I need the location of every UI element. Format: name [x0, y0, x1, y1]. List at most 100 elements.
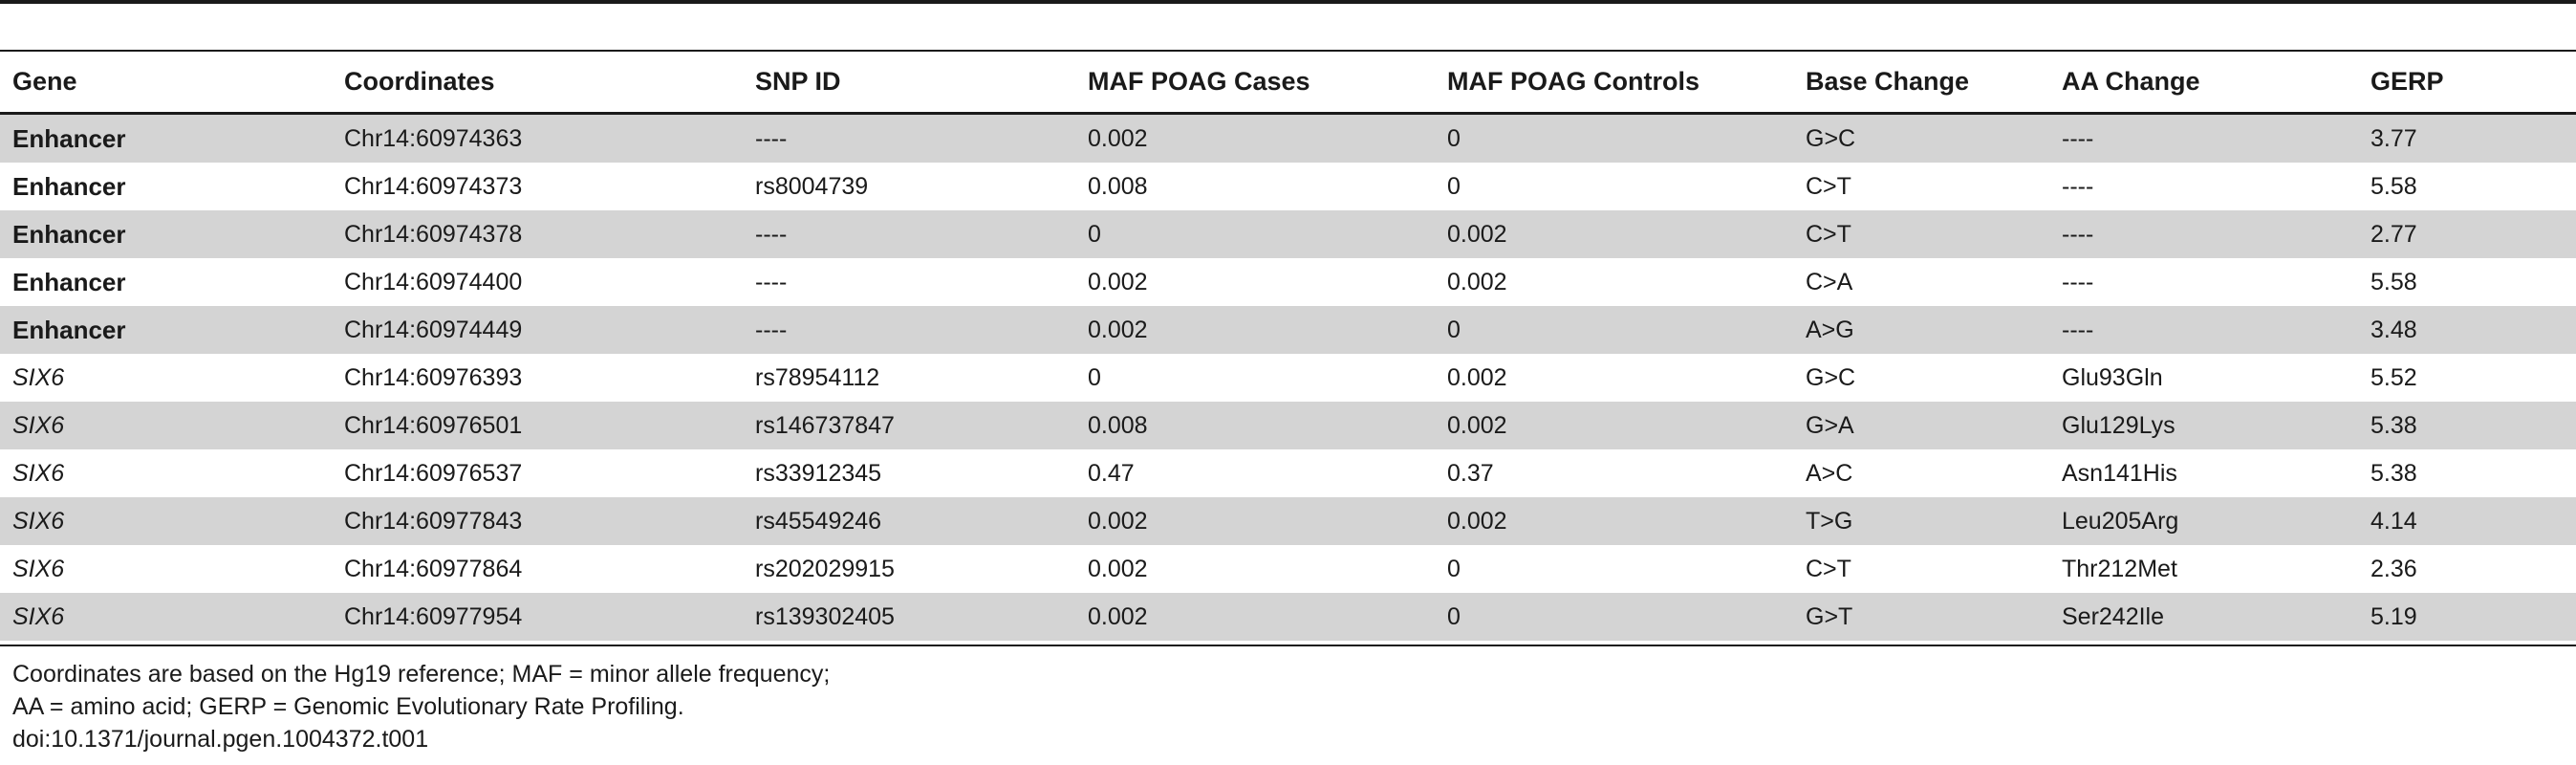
- cell-coordinates: Chr14:60976537: [344, 459, 523, 487]
- cell-gene: SIX6: [0, 402, 344, 449]
- cell-coordinates: Chr14:60977843: [344, 497, 755, 545]
- cell-maf-controls: 0.002: [1447, 402, 1806, 449]
- cell-snp-id: rs78954112: [755, 363, 880, 391]
- cell-gerp: 5.58: [2370, 172, 2417, 200]
- cell-coordinates: Chr14:60974449: [344, 306, 755, 354]
- cell-base-change: G>C: [1806, 115, 2062, 163]
- cell-coordinates: Chr14:60976393: [344, 363, 523, 391]
- cell-maf-controls: 0: [1447, 555, 1461, 582]
- cell-maf-cases: 0: [1088, 363, 1101, 391]
- cell-maf-controls: 0: [1447, 115, 1806, 163]
- cell-snp-id: rs45549246: [755, 497, 1088, 545]
- cell-aa-change: Thr212Met: [2062, 555, 2177, 582]
- cell-gene: SIX6: [12, 363, 65, 391]
- header-maf-controls: MAF POAG Controls: [1447, 67, 1699, 96]
- cell-snp-id: rs33912345: [755, 459, 882, 487]
- table-row: SIX6 Chr14:60976501 rs146737847 0.008 0.002 G…: [0, 402, 2576, 449]
- table-footnotes: Coordinates are based on the Hg19 refere…: [12, 658, 830, 755]
- cell-gerp: 3.77: [2370, 115, 2576, 163]
- table-row: SIX6 Chr14:60977843 rs45549246 0.002 0.002 T>…: [0, 497, 2576, 545]
- cell-gene: SIX6: [0, 593, 344, 641]
- cell-gene: SIX6: [12, 555, 65, 582]
- cell-maf-controls: 0.002: [1447, 497, 1806, 545]
- cell-aa-change: Glu129Lys: [2062, 402, 2370, 449]
- cell-coordinates: Chr14:60977954: [344, 593, 755, 641]
- cell-snp-id: ----: [755, 210, 1088, 258]
- cell-snp-id: rs146737847: [755, 402, 1088, 449]
- cell-gerp: 5.38: [2370, 459, 2417, 487]
- cell-coordinates: Chr14:60974400: [344, 268, 523, 295]
- footnote-line-2: AA = amino acid; GERP = Genomic Evolutio…: [12, 693, 684, 720]
- table-row: SIX6 Chr14:60977954 rs139302405 0.002 0 G>T Se…: [0, 593, 2576, 641]
- cell-coordinates: Chr14:60976501: [344, 402, 755, 449]
- cell-coordinates: Chr14:60974378: [344, 210, 755, 258]
- cell-snp-id: ----: [755, 306, 1088, 354]
- header-coordinates: Coordinates: [344, 67, 495, 96]
- cell-gerp: 3.48: [2370, 306, 2576, 354]
- cell-maf-cases: 0.008: [1088, 172, 1148, 200]
- table-row: Enhancer Chr14:60974400 ---- 0.002 0.002 C>A -…: [0, 258, 2576, 306]
- cell-gerp: 5.19: [2370, 593, 2576, 641]
- header-maf-cases: MAF POAG Cases: [1088, 67, 1310, 96]
- cell-aa-change: ----: [2062, 210, 2370, 258]
- cell-maf-cases: 0.002: [1088, 268, 1148, 295]
- cell-maf-controls: 0.002: [1447, 363, 1507, 391]
- cell-gene: Enhancer: [12, 171, 126, 201]
- cell-coordinates: Chr14:60977864: [344, 555, 523, 582]
- cell-gerp: 5.58: [2370, 268, 2417, 295]
- table-row: Enhancer Chr14:60974378 ---- 0 0.002 C>T ---- 2…: [0, 210, 2576, 258]
- cell-base-change: C>T: [1806, 172, 1851, 200]
- variant-table: Enhancer Chr14:60974363 ---- 0.002 0 G>C ---- 3…: [0, 115, 2576, 641]
- cell-aa-change: Ser242Ile: [2062, 593, 2370, 641]
- cell-maf-controls: 0.002: [1447, 210, 1806, 258]
- cell-gerp: 5.52: [2370, 363, 2417, 391]
- cell-gerp: 2.77: [2370, 210, 2576, 258]
- cell-aa-change: Leu205Arg: [2062, 497, 2370, 545]
- cell-aa-change: ----: [2062, 306, 2370, 354]
- cell-base-change: C>A: [1806, 268, 1853, 295]
- cell-gene: Enhancer: [0, 115, 344, 163]
- cell-base-change: C>T: [1806, 555, 1851, 582]
- table-row: Enhancer Chr14:60974449 ---- 0.002 0 A>G ---- 3…: [0, 306, 2576, 354]
- table-row: Enhancer Chr14:60974373 rs8004739 0.008 0 C>T…: [0, 163, 2576, 210]
- cell-maf-cases: 0.002: [1088, 555, 1148, 582]
- cell-maf-controls: 0: [1447, 306, 1806, 354]
- cell-coordinates: Chr14:60974363: [344, 115, 755, 163]
- cell-snp-id: rs8004739: [755, 172, 869, 200]
- cell-coordinates: Chr14:60974373: [344, 172, 523, 200]
- cell-maf-cases: 0.002: [1088, 497, 1447, 545]
- cell-maf-cases: 0: [1088, 210, 1447, 258]
- cell-maf-cases: 0.002: [1088, 115, 1447, 163]
- cell-gerp: 2.36: [2370, 555, 2417, 582]
- table-bottom-rule: [0, 645, 2576, 646]
- cell-snp-id: rs139302405: [755, 593, 1088, 641]
- cell-base-change: G>T: [1806, 593, 2062, 641]
- cell-gene: SIX6: [0, 497, 344, 545]
- header-gerp: GERP: [2370, 67, 2444, 96]
- cell-maf-controls: 0: [1447, 172, 1461, 200]
- cell-snp-id: rs202029915: [755, 555, 895, 582]
- table-top-rule: [0, 0, 2576, 4]
- table-row: SIX6 Chr14:60976393 rs78954112 0 0.002 G>C Glu…: [0, 354, 2576, 402]
- cell-aa-change: ----: [2062, 115, 2370, 163]
- cell-aa-change: ----: [2062, 172, 2094, 200]
- cell-aa-change: ----: [2062, 268, 2094, 295]
- cell-aa-change: Asn141His: [2062, 459, 2177, 487]
- cell-base-change: T>G: [1806, 497, 2062, 545]
- cell-snp-id: ----: [755, 115, 1088, 163]
- table-row: SIX6 Chr14:60977864 rs202029915 0.002 0 C>T Th…: [0, 545, 2576, 593]
- table-header-row: Gene Coordinates SNP ID MAF POAG Cases M…: [0, 52, 2576, 112]
- cell-gene: Enhancer: [0, 306, 344, 354]
- cell-base-change: C>T: [1806, 210, 2062, 258]
- cell-gerp: 4.14: [2370, 497, 2576, 545]
- cell-base-change: G>C: [1806, 363, 1856, 391]
- cell-maf-controls: 0.002: [1447, 268, 1507, 295]
- cell-maf-cases: 0.008: [1088, 402, 1447, 449]
- cell-maf-controls: 0.37: [1447, 459, 1494, 487]
- header-aa-change: AA Change: [2062, 67, 2200, 96]
- cell-snp-id: ----: [755, 268, 788, 295]
- footnote-doi: doi:10.1371/journal.pgen.1004372.t001: [12, 726, 429, 753]
- cell-maf-cases: 0.47: [1088, 459, 1135, 487]
- table-body: Enhancer Chr14:60974363 ---- 0.002 0 G>C ---- 3…: [0, 115, 2576, 641]
- cell-base-change: A>G: [1806, 306, 2062, 354]
